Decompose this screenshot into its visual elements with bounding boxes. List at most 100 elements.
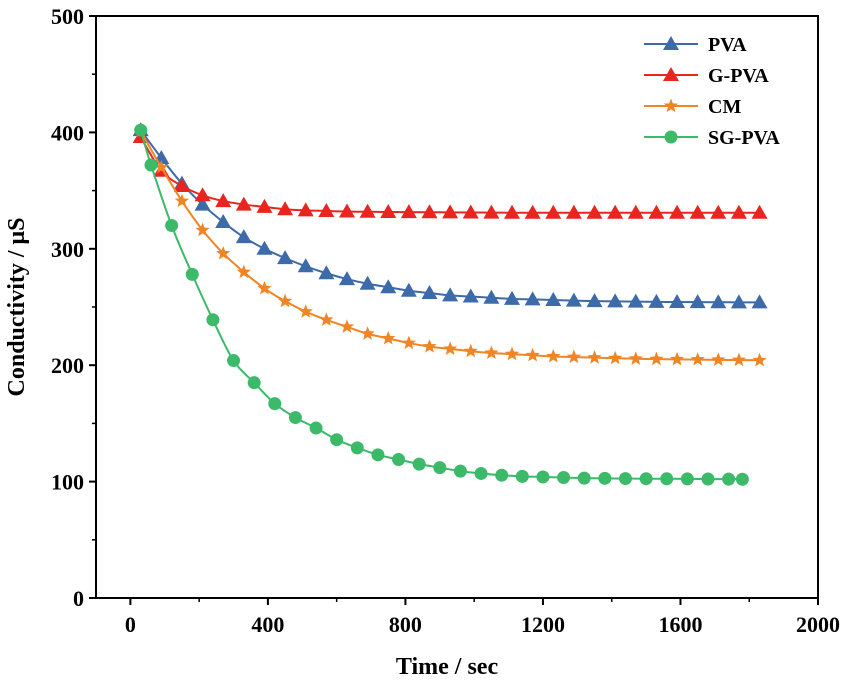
data-point [257, 280, 272, 295]
legend-label: SG-PVA [708, 127, 780, 149]
y-tick-label: 400 [51, 120, 84, 145]
data-point [277, 250, 294, 265]
legend-marker [663, 36, 679, 50]
data-point [318, 265, 335, 280]
data-point [731, 352, 747, 367]
data-point [689, 204, 706, 219]
data-point [174, 193, 190, 208]
data-point [338, 203, 355, 218]
data-point [339, 319, 355, 333]
series-cm [133, 123, 767, 367]
data-point [701, 472, 715, 486]
legend-marker [663, 98, 679, 113]
data-point [288, 411, 302, 425]
data-point [318, 202, 335, 217]
data-point [421, 285, 438, 300]
data-point [607, 204, 624, 219]
data-point [194, 196, 211, 211]
data-point [400, 282, 417, 297]
data-point [462, 288, 479, 303]
data-point [649, 351, 664, 366]
data-point [453, 464, 467, 478]
data-point [628, 351, 643, 365]
legend-marker [663, 67, 679, 81]
series-g-pva [132, 129, 768, 219]
data-point [711, 352, 726, 366]
data-point [442, 341, 458, 355]
legend-label: G-PVA [708, 65, 769, 87]
series-line [139, 136, 760, 214]
data-point [557, 471, 571, 485]
data-point [546, 348, 561, 363]
data-point [165, 219, 179, 233]
data-point [524, 204, 541, 219]
data-point [587, 350, 602, 364]
data-point [359, 203, 376, 218]
data-point [338, 271, 355, 286]
data-point [504, 290, 521, 305]
data-point [504, 204, 521, 219]
data-point [236, 264, 251, 279]
data-point [277, 201, 294, 216]
x-tick-label: 400 [251, 612, 284, 637]
data-point [134, 123, 148, 137]
data-point [298, 304, 313, 318]
data-point [215, 193, 232, 208]
data-point [380, 279, 397, 294]
data-point [319, 312, 334, 326]
series-layer [132, 122, 768, 486]
legend-item-g-pva: G-PVA [644, 65, 769, 87]
data-point [309, 421, 323, 435]
data-point [462, 204, 479, 219]
data-point [586, 204, 603, 219]
legend-item-sg-pva: SG-PVA [644, 127, 780, 149]
x-tick-label: 800 [389, 612, 422, 637]
data-point [689, 294, 706, 309]
data-point [515, 469, 529, 483]
data-point [185, 267, 199, 281]
data-point [173, 177, 190, 192]
legend-item-pva: PVA [644, 34, 747, 56]
data-point [536, 470, 550, 484]
data-point [627, 293, 644, 308]
data-point [194, 187, 211, 202]
data-point [392, 452, 406, 466]
data-point [639, 472, 653, 486]
data-point [483, 289, 500, 304]
y-tick-label: 500 [51, 4, 84, 29]
legend: PVA G-PVA CM SG-PVA [644, 34, 780, 149]
x-tick-label: 1200 [521, 612, 565, 637]
data-point [154, 159, 169, 174]
data-point [566, 349, 582, 364]
data-point [660, 472, 674, 486]
data-point [216, 245, 231, 260]
data-point [422, 339, 437, 353]
data-point [669, 204, 686, 219]
x-tick-label: 2000 [796, 612, 840, 637]
series-sg-pva [134, 123, 749, 486]
data-point [400, 204, 417, 219]
data-point [735, 472, 749, 486]
legend-marker [664, 130, 678, 144]
legend-label: PVA [708, 34, 747, 56]
series-line [139, 130, 760, 362]
data-point [350, 441, 364, 455]
data-point [483, 204, 500, 219]
x-tick-label: 0 [125, 612, 136, 637]
data-point [484, 345, 499, 360]
data-point [297, 258, 314, 273]
data-point [247, 376, 261, 390]
data-point [648, 293, 665, 308]
data-point [495, 468, 509, 482]
data-point [751, 294, 768, 309]
data-point [669, 351, 685, 366]
data-point [330, 433, 344, 447]
data-point [412, 457, 426, 471]
x-axis-title: Time / sec [396, 654, 499, 680]
data-point [608, 350, 623, 365]
data-point [381, 330, 396, 345]
axes-layer: 0 400 800 1200 1600 2000 0 100 200 300 400 500 Time … [4, 4, 840, 680]
data-point [680, 472, 694, 486]
data-point [297, 202, 314, 217]
